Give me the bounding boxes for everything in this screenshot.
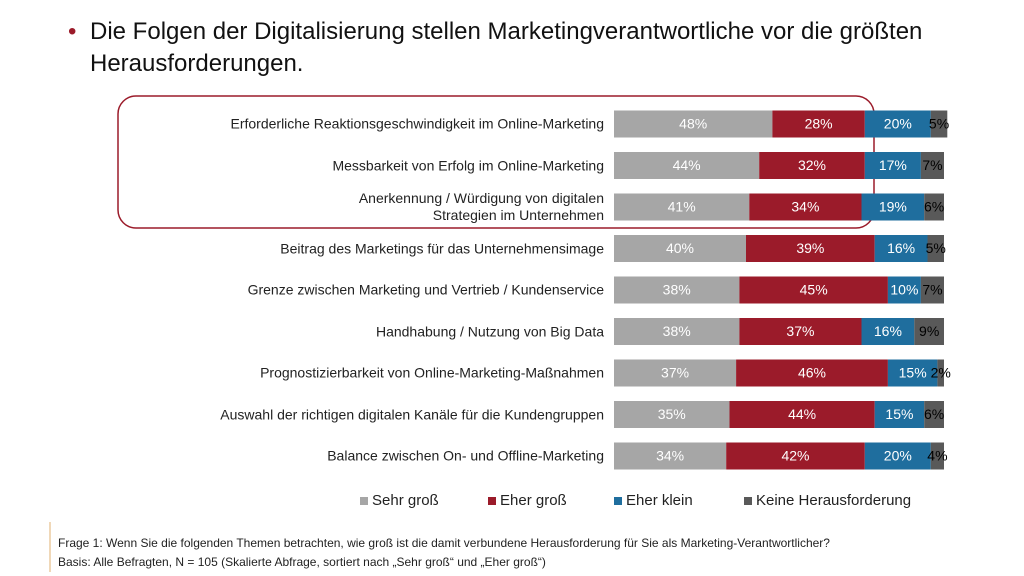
value-label: 35% bbox=[658, 406, 686, 422]
value-label: 44% bbox=[788, 406, 816, 422]
value-label: 20% bbox=[884, 448, 912, 464]
bar-segment bbox=[914, 318, 944, 345]
value-label: 16% bbox=[874, 323, 902, 339]
value-label: 48% bbox=[679, 116, 707, 132]
value-label: 6% bbox=[924, 199, 944, 215]
bar-segment bbox=[937, 359, 944, 387]
bar-segment bbox=[772, 110, 865, 138]
footnote: Basis: Alle Befragten, N = 105 (Skaliert… bbox=[58, 555, 546, 569]
value-label: 15% bbox=[885, 406, 913, 422]
value-label: 19% bbox=[879, 199, 907, 215]
bar-segment bbox=[930, 442, 944, 470]
bar-segment bbox=[749, 193, 862, 221]
bar-segment bbox=[887, 359, 938, 387]
bar-segment bbox=[759, 152, 865, 179]
bar-segment bbox=[861, 318, 915, 345]
bar-segment bbox=[614, 318, 740, 345]
category-label: Handhabung / Nutzung von Big Data bbox=[375, 323, 604, 339]
value-label: 10% bbox=[890, 282, 918, 298]
bar-segment bbox=[614, 110, 773, 138]
legend-swatch bbox=[488, 497, 496, 505]
value-label: 6% bbox=[924, 406, 944, 422]
value-label: 45% bbox=[800, 282, 828, 298]
bar-segment bbox=[614, 276, 740, 304]
value-label: 5% bbox=[929, 116, 949, 132]
legend-label: Eher klein bbox=[626, 492, 693, 509]
value-label: 5% bbox=[926, 240, 946, 256]
bar-segment bbox=[924, 401, 944, 428]
bar-segment bbox=[614, 235, 746, 262]
bar-segment bbox=[739, 276, 888, 304]
bar-segment bbox=[924, 193, 944, 221]
value-label: 38% bbox=[663, 282, 691, 298]
legend-label: Sehr groß bbox=[372, 492, 439, 509]
bar-segment bbox=[874, 235, 928, 262]
bar-segment bbox=[861, 193, 925, 221]
value-label: 39% bbox=[796, 240, 824, 256]
bar-segment bbox=[746, 235, 875, 262]
bar-segment bbox=[739, 318, 862, 345]
value-label: 40% bbox=[666, 240, 694, 256]
bar-segment bbox=[887, 276, 921, 304]
category-label: Beitrag des Marketings für das Unternehm… bbox=[280, 240, 604, 256]
bar-segment bbox=[736, 359, 888, 387]
bar-segment bbox=[864, 442, 931, 470]
value-label: 16% bbox=[887, 240, 915, 256]
bar-segment bbox=[920, 152, 944, 179]
legend-label: Keine Herausforderung bbox=[756, 492, 912, 509]
bar-segment bbox=[864, 152, 921, 179]
bar-segment bbox=[614, 359, 737, 387]
value-label: 4% bbox=[927, 448, 947, 464]
legend-label: Eher groß bbox=[500, 492, 567, 509]
bar-segment bbox=[920, 276, 944, 304]
value-label: 46% bbox=[798, 365, 826, 381]
value-label: 32% bbox=[798, 157, 826, 173]
value-label: 7% bbox=[922, 282, 942, 298]
bar-segment bbox=[614, 442, 727, 470]
value-label: 34% bbox=[656, 448, 684, 464]
value-label: 34% bbox=[791, 199, 819, 215]
bar-segment bbox=[726, 442, 865, 470]
value-label: 15% bbox=[899, 365, 927, 381]
value-label: 37% bbox=[661, 365, 689, 381]
bar-segment bbox=[614, 152, 760, 179]
category-label: Grenze zwischen Marketing und Vertrieb /… bbox=[247, 281, 604, 298]
value-label: 42% bbox=[781, 448, 809, 464]
value-label: 38% bbox=[663, 323, 691, 339]
value-label: 20% bbox=[884, 116, 912, 132]
bar-segment bbox=[729, 401, 875, 428]
bar-segment bbox=[927, 235, 944, 262]
value-label: 9% bbox=[919, 323, 939, 339]
bullet: • bbox=[68, 18, 77, 45]
category-label: Erforderliche Reaktionsgeschwindigkeit i… bbox=[230, 115, 605, 132]
category-label: Anerkennung / Würdigung von digitalen St… bbox=[358, 190, 604, 223]
legend-swatch bbox=[614, 497, 622, 505]
value-label: 41% bbox=[668, 199, 696, 215]
value-label: 7% bbox=[922, 157, 942, 173]
category-label: Balance zwischen On- und Offline-Marketi… bbox=[327, 447, 604, 464]
bar-segment bbox=[864, 110, 931, 138]
legend-swatch bbox=[744, 497, 752, 505]
footnote: Frage 1: Wenn Sie die folgenden Themen b… bbox=[58, 536, 830, 550]
bar-segment bbox=[614, 401, 730, 428]
value-label: 44% bbox=[673, 157, 701, 173]
category-label: Auswahl der richtigen digitalen Kanäle f… bbox=[220, 406, 604, 422]
bar-segment bbox=[614, 193, 750, 221]
title: Die Folgen der Digitalisierung stellen M… bbox=[90, 18, 923, 77]
bar-segment bbox=[874, 401, 925, 428]
category-label: Messbarkeit von Erfolg im Online-Marketi… bbox=[332, 157, 604, 173]
value-label: 37% bbox=[786, 323, 814, 339]
value-label: 28% bbox=[805, 116, 833, 132]
value-label: 17% bbox=[879, 157, 907, 173]
legend-swatch bbox=[360, 497, 368, 505]
value-label: 2% bbox=[931, 365, 951, 381]
bar-segment bbox=[930, 110, 948, 138]
category-label: Prognostizierbarkeit von Online-Marketin… bbox=[260, 364, 604, 381]
